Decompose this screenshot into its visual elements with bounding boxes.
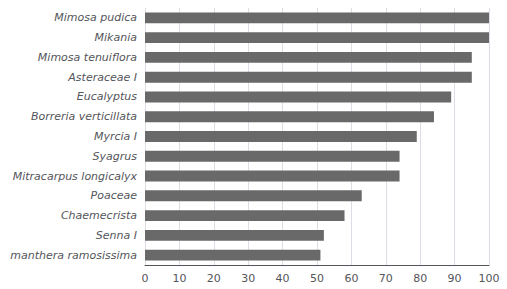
svg-text:0: 0: [142, 272, 149, 285]
svg-text:Asteraceae I: Asteraceae I: [67, 71, 137, 84]
svg-text:Borreria verticillata: Borreria verticillata: [31, 110, 137, 123]
svg-text:70: 70: [379, 272, 393, 285]
svg-text:Syagrus: Syagrus: [93, 150, 138, 163]
svg-text:Senna I: Senna I: [96, 229, 137, 242]
svg-text:80: 80: [413, 272, 427, 285]
svg-text:30: 30: [241, 272, 255, 285]
svg-text:Poaceae: Poaceae: [91, 189, 138, 202]
svg-text:Mitracarpus longicalyx: Mitracarpus longicalyx: [13, 170, 138, 183]
svg-text:100: 100: [479, 272, 500, 285]
svg-text:90: 90: [448, 272, 462, 285]
svg-text:20: 20: [207, 272, 221, 285]
svg-text:50: 50: [310, 272, 324, 285]
svg-text:Eucalyptus: Eucalyptus: [77, 90, 138, 103]
svg-text:Mimosa pudica: Mimosa pudica: [54, 11, 137, 24]
svg-text:60: 60: [344, 272, 358, 285]
svg-text:Mikania: Mikania: [95, 31, 138, 44]
svg-text:Chaemecrista: Chaemecrista: [61, 209, 137, 222]
svg-text:Mimosa tenuiflora: Mimosa tenuiflora: [38, 51, 137, 64]
svg-text:10: 10: [172, 272, 186, 285]
svg-text:manthera ramosissima: manthera ramosissima: [10, 249, 137, 262]
svg-text:Myrcia I: Myrcia I: [94, 130, 137, 143]
svg-text:40: 40: [276, 272, 290, 285]
